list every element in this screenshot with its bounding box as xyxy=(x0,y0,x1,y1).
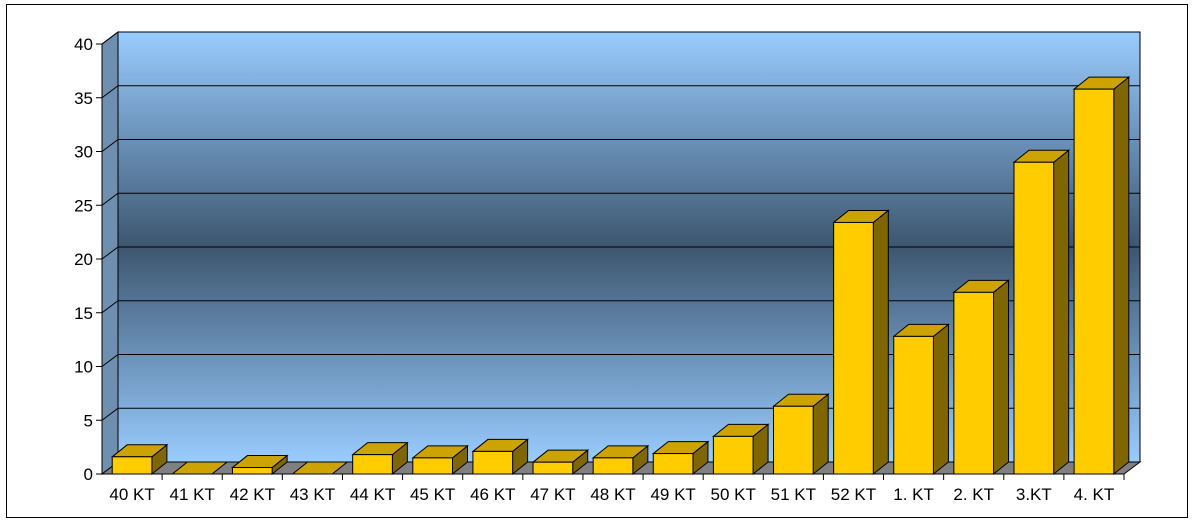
bar xyxy=(411,444,469,476)
x-tick-label: 47 KT xyxy=(530,485,575,504)
bar-front xyxy=(893,335,934,475)
gridline xyxy=(101,192,1140,206)
bar-front xyxy=(111,456,153,475)
bar-front xyxy=(592,457,634,475)
y-tick-label: 10 xyxy=(74,358,93,377)
x-tick-label: 52 KT xyxy=(831,485,876,504)
x-tick-label: 42 KT xyxy=(230,485,275,504)
y-tick-label: 20 xyxy=(74,250,93,269)
bar-front xyxy=(472,450,514,475)
gridline xyxy=(101,300,1140,314)
bar xyxy=(892,323,950,476)
y-tick-label: 40 xyxy=(74,35,93,54)
x-tick-label: 4. KT xyxy=(1074,485,1115,504)
bar xyxy=(1012,149,1071,476)
bar xyxy=(832,209,890,476)
bar-top xyxy=(291,461,349,475)
x-tick-label: 46 KT xyxy=(470,485,515,504)
bar-front xyxy=(412,457,453,475)
x-tick-label: 49 KT xyxy=(650,485,695,504)
gridline xyxy=(101,246,1140,260)
y-tick-label: 35 xyxy=(74,89,93,108)
y-tick-label: 5 xyxy=(84,411,93,430)
x-tick-label: 50 KT xyxy=(711,485,756,504)
x-tick-label: 1. KT xyxy=(893,485,934,504)
x-tick-label: 45 KT xyxy=(410,485,455,504)
y-tick-label: 15 xyxy=(74,304,93,323)
bar xyxy=(651,440,710,476)
y-tick-label: 0 xyxy=(84,465,93,484)
bar-front xyxy=(953,291,995,475)
bar-front xyxy=(352,454,393,475)
bar xyxy=(110,443,169,476)
bar-side xyxy=(932,323,949,476)
y-tick-labels: 0 5 10 15 20 25 30 35 40 xyxy=(74,35,93,484)
bar-front xyxy=(652,453,694,475)
x-tick-labels: 40 KT 41 KT 42 KT 43 KT 44 KT 45 KT 46 KT 47 KT… xyxy=(109,485,1114,504)
bar xyxy=(591,444,650,476)
y-tick-label: 30 xyxy=(74,143,93,162)
bar-side xyxy=(993,279,1010,476)
x-tick-label: 3.KT xyxy=(1016,485,1052,504)
bar-front xyxy=(532,461,574,475)
bar xyxy=(170,461,229,475)
bar-front xyxy=(833,221,874,475)
gridline xyxy=(101,139,1140,152)
bar xyxy=(772,393,830,476)
bar xyxy=(231,454,289,476)
bar xyxy=(471,438,530,476)
bar xyxy=(711,423,770,476)
x-tick-label: 48 KT xyxy=(590,485,635,504)
y-tick-label: 25 xyxy=(74,196,93,215)
bar-top xyxy=(170,461,229,475)
x-tick-label: 40 KT xyxy=(109,485,154,504)
bar xyxy=(952,279,1010,476)
x-tick-label: 2. KT xyxy=(953,485,994,504)
x-tick-label: 43 KT xyxy=(290,485,335,504)
x-tick-label: 44 KT xyxy=(350,485,395,504)
bar-front xyxy=(1073,88,1115,475)
bar xyxy=(351,441,409,476)
gridline xyxy=(101,354,1140,367)
gridline xyxy=(101,31,1140,45)
bar xyxy=(291,461,349,475)
bar-front xyxy=(773,405,814,475)
bar-side xyxy=(1053,149,1070,476)
bar-side xyxy=(812,393,829,476)
x-tick-label: 51 KT xyxy=(771,485,816,504)
bar-side xyxy=(1113,76,1130,476)
bar-front xyxy=(712,435,754,475)
gridline xyxy=(101,85,1140,99)
bar xyxy=(531,449,590,476)
bar-front xyxy=(1013,161,1055,475)
bar-side xyxy=(872,209,889,476)
bar-front xyxy=(231,467,273,475)
bar xyxy=(1072,76,1131,476)
bars xyxy=(110,76,1131,476)
x-tick-label: 41 KT xyxy=(169,485,214,504)
